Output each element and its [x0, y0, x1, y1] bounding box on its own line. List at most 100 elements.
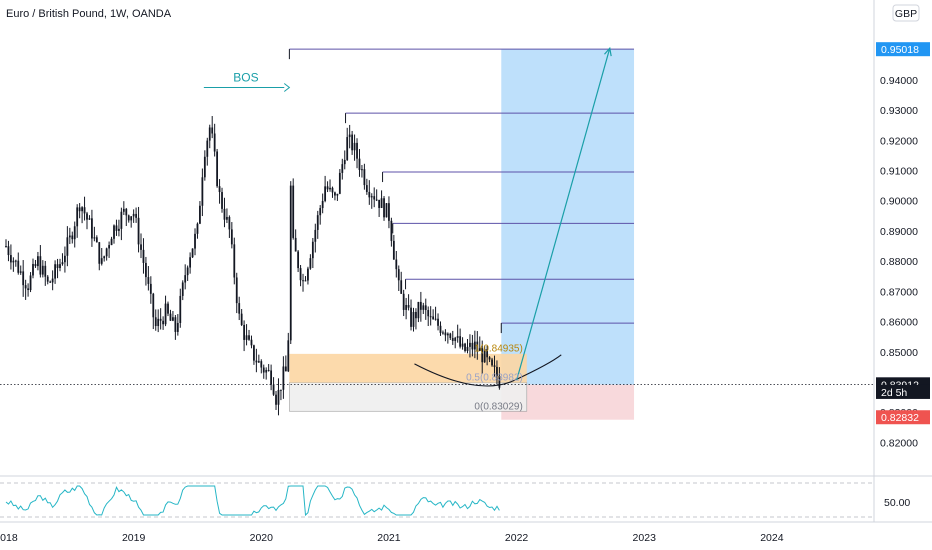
candle-body: [469, 342, 471, 347]
target-arrow-head: [604, 46, 612, 57]
candle-body: [211, 127, 214, 134]
price-tag: [876, 384, 930, 399]
currency-badge[interactable]: GBP: [892, 4, 920, 22]
candle-body: [240, 313, 243, 325]
candle-body: [334, 192, 336, 196]
candle-body: [140, 244, 142, 250]
candle-body: [22, 271, 25, 286]
candle-body: [400, 280, 403, 294]
candle-body: [488, 357, 491, 360]
time-axis-label: 2023: [633, 532, 657, 544]
candle-body: [71, 235, 74, 240]
candle-body: [191, 248, 194, 258]
candle-body: [461, 343, 464, 347]
price-axis-label: 0.82000: [880, 437, 918, 449]
candle-body: [405, 304, 408, 310]
candle-body: [446, 333, 449, 336]
time-axis[interactable]: 2018 2019 2020 2021 2022 2023 2024: [0, 532, 784, 544]
price-tag-label: 0.95018: [881, 44, 919, 56]
time-axis-label: 2024: [760, 532, 784, 544]
candle-body: [29, 275, 32, 291]
candle-body: [397, 269, 400, 281]
price-axis-label: 0.89000: [880, 226, 918, 238]
candle-body: [368, 191, 371, 198]
candle-body: [154, 317, 157, 327]
candle-body: [59, 264, 61, 269]
candle-body: [407, 304, 410, 308]
candle-body: [456, 336, 459, 338]
candle-body: [184, 275, 187, 283]
candle-body: [105, 248, 108, 257]
candle-body: [12, 260, 15, 263]
candle-body: [34, 263, 37, 267]
fib-grey-zone: [289, 382, 527, 412]
candle-body: [356, 142, 358, 159]
time-axis-label: 2022: [505, 532, 529, 544]
price-axis-label: 0.87000: [880, 286, 918, 298]
candle-body: [361, 169, 363, 171]
candle-body: [27, 288, 29, 291]
candle-body: [419, 301, 422, 310]
candle-body: [380, 198, 383, 208]
candle-body: [338, 172, 341, 194]
candle-body: [277, 389, 280, 405]
candle-body: [125, 208, 128, 216]
candle-body: [370, 196, 373, 198]
candle-body: [10, 255, 12, 263]
candle-body: [434, 318, 437, 320]
price-tag-label: 2d 5h: [881, 387, 907, 399]
candle-body: [358, 158, 361, 170]
candle-body: [248, 335, 250, 340]
candle-body: [388, 203, 390, 221]
candle-body: [216, 151, 219, 187]
candle-body: [103, 256, 106, 259]
candle-body: [110, 238, 113, 246]
candle-body: [299, 268, 302, 281]
target-zone: [501, 49, 635, 385]
candle-body: [223, 208, 226, 220]
candle-body: [213, 133, 216, 152]
candle-body: [66, 237, 69, 256]
resistance-levels: [288, 48, 635, 334]
candle-body: [272, 384, 275, 395]
candle-body: [196, 223, 199, 234]
candle-body: [373, 196, 376, 200]
candle-body: [390, 220, 393, 241]
price-tag-label: 0.82832: [881, 412, 919, 424]
candle-body: [415, 311, 417, 319]
candle-body: [39, 256, 42, 275]
candle-body: [287, 340, 290, 372]
indicator-level-label: 50.00: [884, 497, 910, 509]
candle-body: [100, 258, 103, 264]
time-axis-label: 2021: [377, 532, 401, 544]
candle-body: [228, 216, 231, 230]
price-tag: [876, 42, 930, 57]
price-tags: 0.950180.839300.839122d 5h0.82832: [876, 42, 930, 425]
candle-body: [311, 241, 314, 259]
candle-body: [243, 324, 246, 340]
price-axis-label: 0.90000: [880, 196, 918, 208]
candle-body: [459, 336, 462, 347]
candle-body: [284, 366, 287, 372]
candle-body: [454, 337, 457, 341]
candle-body: [120, 211, 123, 229]
rounded-bottom-curve: [414, 354, 562, 387]
chart-annotations: BOS 1(0.84935) 0.5(0.83982) 0(0.83029): [0, 46, 874, 412]
candle-body: [194, 233, 196, 249]
candle-body: [137, 217, 140, 245]
candle-body: [233, 244, 236, 278]
candle-body: [167, 303, 169, 314]
candle-body: [302, 280, 304, 282]
candle-body: [235, 277, 238, 304]
candle-body: [157, 318, 160, 327]
candle-body: [176, 322, 179, 332]
candle-body: [473, 341, 476, 350]
candle-body: [385, 203, 388, 218]
candle-body: [464, 343, 466, 351]
candle-body: [132, 213, 135, 217]
candle-body: [51, 278, 54, 283]
candle-body: [353, 142, 356, 151]
candle-body: [186, 267, 189, 276]
candle-body: [118, 228, 120, 231]
